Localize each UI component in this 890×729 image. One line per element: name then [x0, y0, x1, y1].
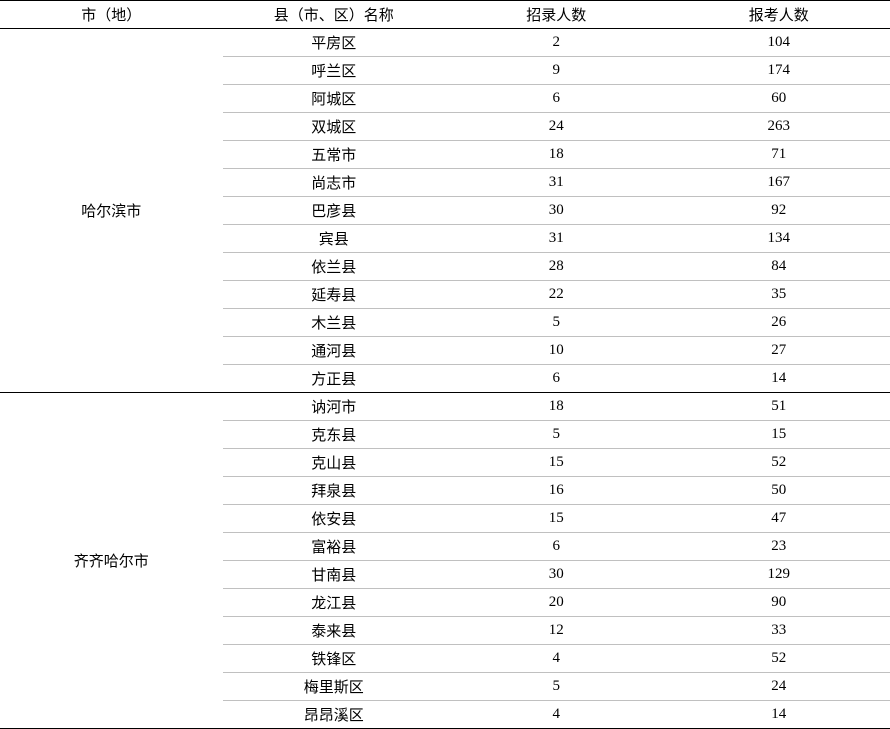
apply-cell: 51 — [668, 393, 890, 421]
county-cell: 通河县 — [223, 337, 446, 365]
recruit-cell: 6 — [445, 533, 668, 561]
table-header-row: 市（地） 县（市、区）名称 招录人数 报考人数 — [0, 1, 890, 29]
recruit-cell: 28 — [445, 253, 668, 281]
county-cell: 呼兰区 — [223, 57, 446, 85]
recruit-cell: 18 — [445, 141, 668, 169]
apply-cell: 60 — [668, 85, 890, 113]
apply-cell: 52 — [668, 645, 890, 673]
county-cell: 五常市 — [223, 141, 446, 169]
apply-cell: 27 — [668, 337, 890, 365]
apply-cell: 90 — [668, 589, 890, 617]
recruit-cell: 10 — [445, 337, 668, 365]
recruit-cell: 6 — [445, 85, 668, 113]
col-header-city: 市（地） — [0, 1, 223, 29]
col-header-recruit: 招录人数 — [445, 1, 668, 29]
apply-cell: 263 — [668, 113, 890, 141]
apply-cell: 71 — [668, 141, 890, 169]
recruit-cell: 20 — [445, 589, 668, 617]
city-cell: 哈尔滨市 — [0, 29, 223, 393]
county-cell: 平房区 — [223, 29, 446, 57]
county-cell: 富裕县 — [223, 533, 446, 561]
apply-cell: 167 — [668, 169, 890, 197]
recruit-cell: 5 — [445, 673, 668, 701]
apply-cell: 50 — [668, 477, 890, 505]
recruit-cell: 31 — [445, 225, 668, 253]
county-cell: 宾县 — [223, 225, 446, 253]
apply-cell: 174 — [668, 57, 890, 85]
recruit-cell: 5 — [445, 309, 668, 337]
county-cell: 依兰县 — [223, 253, 446, 281]
city-cell: 齐齐哈尔市 — [0, 393, 223, 729]
county-cell: 梅里斯区 — [223, 673, 446, 701]
county-cell: 双城区 — [223, 113, 446, 141]
apply-cell: 14 — [668, 701, 890, 729]
recruit-cell: 6 — [445, 365, 668, 393]
table-row: 齐齐哈尔市讷河市1851 — [0, 393, 890, 421]
county-cell: 依安县 — [223, 505, 446, 533]
apply-cell: 129 — [668, 561, 890, 589]
county-cell: 泰来县 — [223, 617, 446, 645]
apply-cell: 14 — [668, 365, 890, 393]
recruit-cell: 4 — [445, 701, 668, 729]
recruit-cell: 4 — [445, 645, 668, 673]
county-cell: 铁锋区 — [223, 645, 446, 673]
recruit-cell: 12 — [445, 617, 668, 645]
county-cell: 克东县 — [223, 421, 446, 449]
apply-cell: 24 — [668, 673, 890, 701]
apply-cell: 84 — [668, 253, 890, 281]
county-cell: 尚志市 — [223, 169, 446, 197]
county-cell: 龙江县 — [223, 589, 446, 617]
apply-cell: 92 — [668, 197, 890, 225]
county-cell: 甘南县 — [223, 561, 446, 589]
county-cell: 阿城区 — [223, 85, 446, 113]
recruit-cell: 18 — [445, 393, 668, 421]
recruit-cell: 31 — [445, 169, 668, 197]
apply-cell: 35 — [668, 281, 890, 309]
recruit-cell: 30 — [445, 197, 668, 225]
table-body: 哈尔滨市平房区2104呼兰区9174阿城区660双城区24263五常市1871尚… — [0, 29, 890, 729]
recruit-cell: 24 — [445, 113, 668, 141]
recruit-cell: 15 — [445, 449, 668, 477]
apply-cell: 104 — [668, 29, 890, 57]
apply-cell: 15 — [668, 421, 890, 449]
table-row: 哈尔滨市平房区2104 — [0, 29, 890, 57]
county-cell: 昂昂溪区 — [223, 701, 446, 729]
recruit-cell: 30 — [445, 561, 668, 589]
apply-cell: 33 — [668, 617, 890, 645]
recruit-cell: 15 — [445, 505, 668, 533]
apply-cell: 23 — [668, 533, 890, 561]
county-cell: 巴彦县 — [223, 197, 446, 225]
county-cell: 拜泉县 — [223, 477, 446, 505]
county-cell: 克山县 — [223, 449, 446, 477]
col-header-apply: 报考人数 — [668, 1, 890, 29]
recruit-cell: 9 — [445, 57, 668, 85]
apply-cell: 134 — [668, 225, 890, 253]
apply-cell: 52 — [668, 449, 890, 477]
county-cell: 木兰县 — [223, 309, 446, 337]
recruit-cell: 16 — [445, 477, 668, 505]
apply-cell: 47 — [668, 505, 890, 533]
county-cell: 讷河市 — [223, 393, 446, 421]
col-header-county: 县（市、区）名称 — [223, 1, 446, 29]
county-cell: 延寿县 — [223, 281, 446, 309]
county-cell: 方正县 — [223, 365, 446, 393]
recruit-cell: 22 — [445, 281, 668, 309]
recruit-cell: 5 — [445, 421, 668, 449]
recruitment-table: 市（地） 县（市、区）名称 招录人数 报考人数 哈尔滨市平房区2104呼兰区91… — [0, 0, 890, 729]
apply-cell: 26 — [668, 309, 890, 337]
recruit-cell: 2 — [445, 29, 668, 57]
